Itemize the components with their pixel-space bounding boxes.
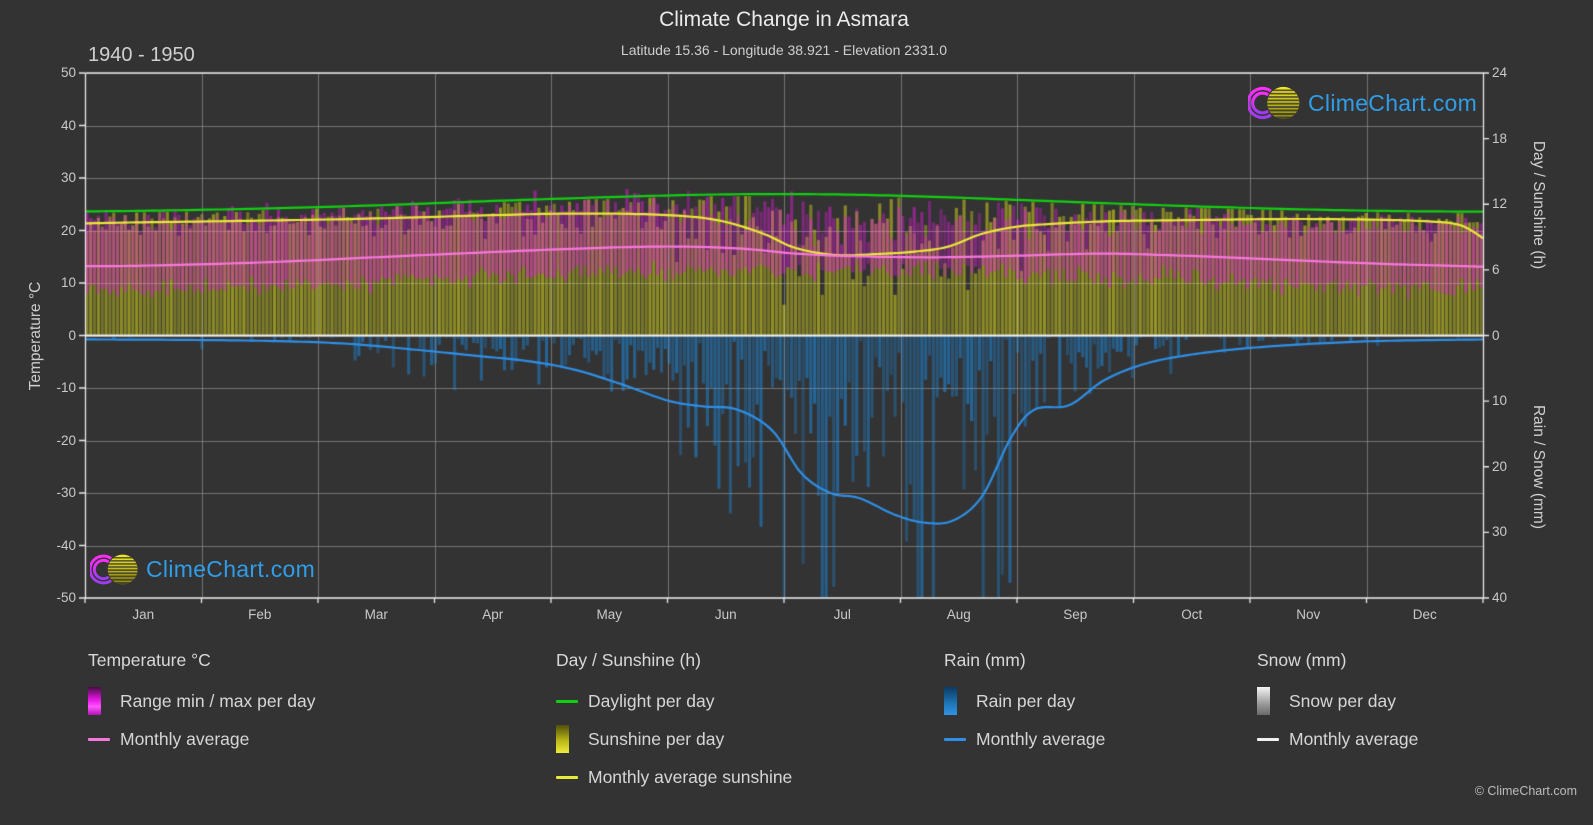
y-tick-label: -10 (56, 380, 76, 395)
legend-item-label: Monthly average (1289, 728, 1419, 749)
day-tick-label: 18 (1492, 130, 1508, 146)
legend-item: Rain per day (944, 682, 1105, 720)
y-tick-label: 20 (60, 222, 76, 238)
legend-group-title: Snow (mm) (1257, 650, 1347, 670)
legend-group-1: Day / Sunshine (h) Daylight per day Sunshi… (556, 650, 792, 796)
month-label: Sep (1063, 607, 1088, 622)
legend-item-label: Range min / max per day (120, 690, 316, 711)
rain-snow-axis-title: Rain / Snow (mm) (1530, 404, 1547, 530)
y-tick-label: -40 (56, 537, 76, 553)
line-white-swatch (1257, 737, 1279, 741)
month-label: Jul (833, 607, 851, 622)
line-pink-swatch (88, 737, 110, 741)
month-label: May (596, 607, 622, 622)
day-tick-label: 0 (1492, 327, 1500, 343)
legend-group-3: Snow (mm) Snow per day Monthly average (1257, 650, 1418, 758)
legend-group-title: Day / Sunshine (h) (556, 650, 701, 670)
legend-group-2: Rain (mm) Rain per day Monthly average (944, 650, 1105, 758)
legend-item-label: Monthly average (976, 728, 1106, 749)
line-green-swatch (556, 699, 578, 703)
gradient-magenta-swatch (88, 687, 101, 715)
month-label: Nov (1296, 607, 1321, 622)
legend-swatch-box (556, 699, 582, 703)
legend-swatch-box (944, 687, 970, 715)
y-tick-label: -20 (56, 432, 76, 448)
page-title: Climate Change in Asmara (659, 8, 909, 31)
y-tick-label: -50 (56, 590, 76, 605)
rain-tick-label: 20 (1492, 458, 1508, 474)
legend-item-label: Snow per day (1289, 690, 1397, 711)
day-tick-label: 6 (1492, 261, 1500, 277)
climechart-logo-icon (90, 554, 138, 585)
month-label: Jun (714, 607, 737, 622)
climechart-logo-icon (1248, 86, 1300, 120)
gradient-yellow-swatch (556, 725, 569, 753)
legend-swatch-box (556, 775, 582, 779)
legend-swatch-box (88, 687, 114, 715)
line-yellow-swatch (556, 775, 578, 779)
line-blue-swatch (944, 737, 966, 741)
y-tick-label: -30 (56, 485, 76, 500)
month-label: Dec (1412, 607, 1437, 622)
legend-item: Sunshine per day (556, 720, 792, 758)
legend-item: Monthly average (1257, 720, 1418, 758)
legend-item: Snow per day (1257, 682, 1418, 720)
watermark-top-right[interactable]: ClimeChart.com (1248, 82, 1477, 124)
rain-tick-label: 40 (1492, 590, 1508, 605)
page-subtitle: Latitude 15.36 - Longitude 38.921 - Elev… (620, 42, 948, 58)
legend-item: Daylight per day (556, 682, 792, 720)
month-label: Mar (364, 607, 388, 622)
legend-item: Monthly average sunshine (556, 758, 792, 796)
y-tick-label: 40 (60, 117, 76, 133)
legend-item-label: Sunshine per day (588, 728, 725, 749)
legend-item: Monthly average (88, 720, 316, 758)
month-label: Jan (132, 607, 155, 622)
legend-swatch-box (1257, 687, 1283, 715)
copyright-text: © ClimeChart.com (1474, 784, 1577, 798)
month-label: Oct (1181, 607, 1203, 622)
gradient-blue-swatch (944, 687, 957, 715)
watermark-text[interactable]: ClimeChart.com (1308, 89, 1478, 116)
legend-item-label: Monthly average sunshine (588, 766, 793, 787)
legend-item-label: Rain per day (976, 690, 1076, 711)
day-sunshine-axis-title: Day / Sunshine (h) (1530, 140, 1547, 270)
legend-swatch-box (88, 737, 114, 741)
y-tick-label: 10 (60, 275, 76, 290)
legend-item-label: Daylight per day (588, 690, 715, 711)
legend-item: Monthly average (944, 720, 1105, 758)
legend-swatch-box (556, 725, 582, 753)
month-label: Apr (482, 607, 504, 622)
rain-tick-label: 30 (1492, 524, 1508, 540)
watermark-text[interactable]: ClimeChart.com (146, 556, 316, 582)
y-tick-label: 50 (60, 65, 76, 80)
rain-tick-label: 10 (1492, 393, 1508, 409)
month-label: Aug (946, 607, 971, 622)
legend-group-0: Temperature °C Range min / max per day Mon… (88, 650, 316, 758)
month-label: Feb (248, 607, 272, 622)
y-tick-label: 0 (68, 327, 76, 343)
legend-group-title: Rain (mm) (944, 650, 1026, 670)
day-tick-label: 12 (1492, 196, 1508, 212)
legend-swatch-box (944, 737, 970, 741)
day-tick-label: 24 (1492, 65, 1508, 80)
legend-item: Range min / max per day (88, 682, 316, 720)
period-label: 1940 - 1950 (88, 44, 195, 66)
legend-group-title: Temperature °C (88, 650, 211, 670)
gradient-gray-swatch (1257, 687, 1270, 715)
legend-item-label: Monthly average (120, 728, 250, 749)
y-tick-label: 30 (60, 170, 76, 185)
legend-swatch-box (1257, 737, 1283, 741)
watermark-bottom-left[interactable]: ClimeChart.com (90, 550, 315, 589)
